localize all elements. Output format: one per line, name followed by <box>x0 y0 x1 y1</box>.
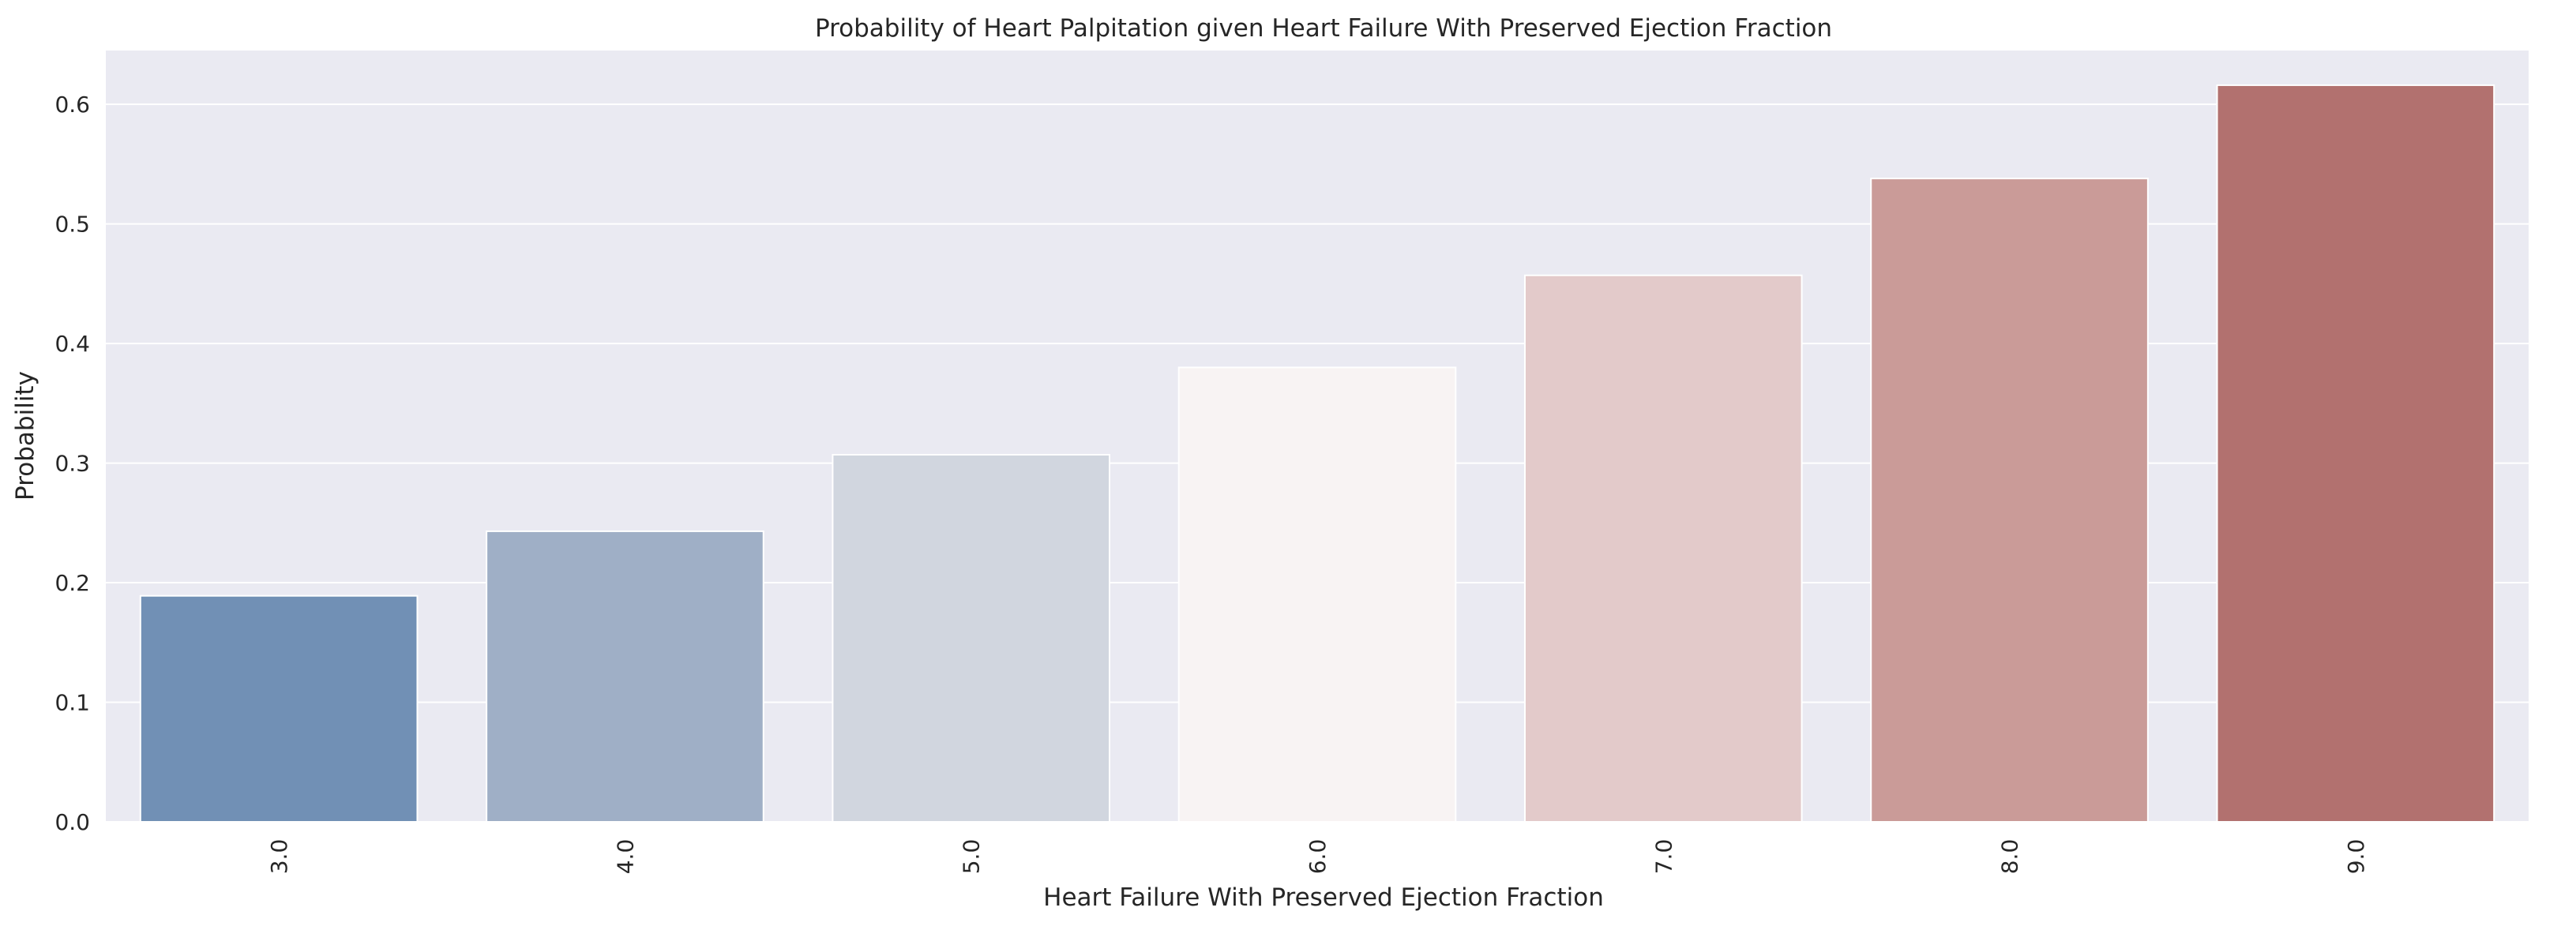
x-tick-label: 7.0 <box>1650 839 1677 875</box>
y-tick-label: 0.2 <box>54 570 90 596</box>
y-tick-label: 0.3 <box>54 451 90 477</box>
y-tick-label: 0.4 <box>54 331 90 357</box>
bars <box>139 84 2495 823</box>
bar-6.0 <box>1177 366 1457 823</box>
bar-7.0 <box>1523 274 1803 823</box>
bar-8.0 <box>1870 178 2149 823</box>
x-axis-label: Heart Failure With Preserved Ejection Fr… <box>1043 883 1604 912</box>
x-tick-label: 6.0 <box>1305 839 1331 875</box>
x-tick-label: 3.0 <box>266 839 292 875</box>
chart-title: Probability of Heart Palpitation given H… <box>815 14 1832 43</box>
bar-3.0 <box>139 594 419 823</box>
y-tick-label: 0.5 <box>54 212 90 238</box>
y-tick-label: 0.0 <box>54 809 90 835</box>
y-tick-label: 0.1 <box>54 690 90 716</box>
bar-4.0 <box>486 530 764 823</box>
x-tick-label: 8.0 <box>1997 839 2023 875</box>
x-tick-label: 4.0 <box>612 839 638 875</box>
x-tick-label: 5.0 <box>959 839 985 875</box>
y-tick-labels: 0.0 0.1 0.2 0.3 0.4 0.5 0.6 <box>54 92 90 835</box>
bar-9.0 <box>2216 84 2495 823</box>
x-tick-labels: 3.0 4.0 5.0 6.0 7.0 8.0 9.0 <box>266 839 2369 875</box>
x-tick-label: 9.0 <box>2343 839 2369 875</box>
y-axis-label: Probability <box>11 371 39 501</box>
y-tick-label: 0.6 <box>54 92 90 118</box>
bar-5.0 <box>832 453 1111 823</box>
